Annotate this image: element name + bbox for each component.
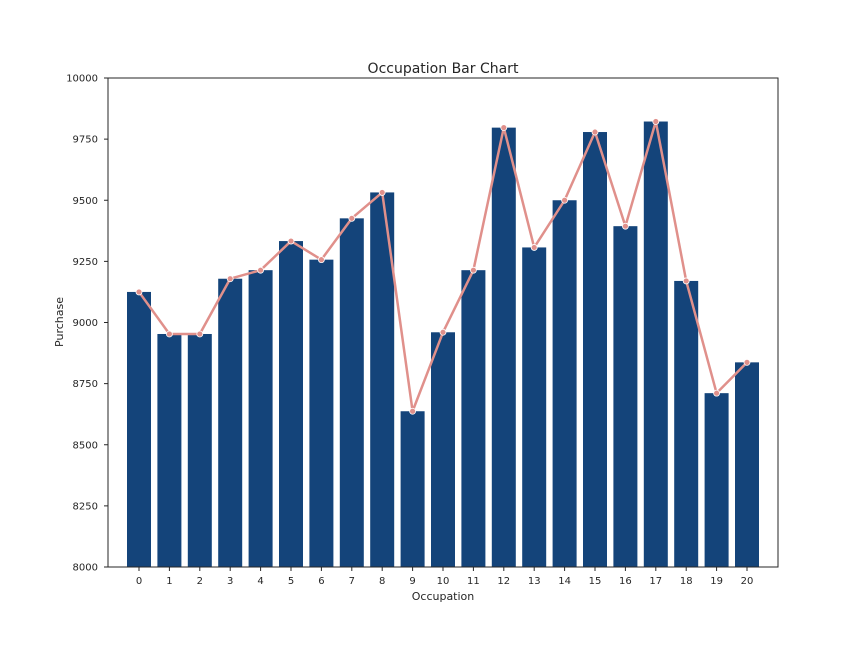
x-tick-label: 17 — [649, 576, 662, 587]
line-point-occupation-11 — [469, 266, 477, 274]
line-point-occupation-9 — [409, 407, 417, 415]
line-point-occupation-20 — [743, 358, 751, 366]
x-tick-label: 1 — [166, 576, 172, 587]
y-tick-label: 8750 — [73, 379, 98, 390]
x-tick-label: 5 — [288, 576, 294, 587]
line-point-occupation-6 — [317, 256, 325, 264]
line-point-occupation-10 — [439, 328, 447, 336]
x-tick-label: 11 — [467, 576, 480, 587]
x-tick-label: 13 — [528, 576, 541, 587]
bar-occupation-14 — [552, 200, 577, 567]
x-tick-label: 6 — [318, 576, 324, 587]
x-tick-label: 19 — [710, 576, 723, 587]
x-tick-label: 14 — [558, 576, 571, 587]
x-tick-label: 16 — [619, 576, 632, 587]
bar-occupation-13 — [522, 247, 547, 567]
bar-occupation-17 — [643, 121, 668, 568]
line-point-occupation-12 — [500, 124, 508, 132]
y-tick-label: 8000 — [73, 563, 98, 574]
line-point-occupation-1 — [165, 330, 173, 338]
y-tick-label: 9500 — [73, 196, 98, 207]
x-tick-label: 10 — [437, 576, 450, 587]
y-tick-label: 9750 — [73, 135, 98, 146]
bar-occupation-9 — [400, 411, 425, 567]
bar-occupation-19 — [704, 393, 729, 567]
y-tick-label: 8250 — [73, 501, 98, 512]
line-point-occupation-2 — [196, 330, 204, 338]
line-point-occupation-4 — [257, 266, 265, 274]
bar-occupation-18 — [674, 280, 699, 567]
line-point-occupation-15 — [591, 128, 599, 136]
line-point-occupation-14 — [561, 196, 568, 204]
bar-occupation-20 — [735, 362, 759, 567]
line-point-occupation-8 — [378, 189, 386, 196]
line-point-occupation-7 — [348, 214, 356, 222]
bar-occupation-11 — [461, 270, 486, 567]
x-tick-label: 9 — [409, 576, 415, 587]
line-point-occupation-13 — [530, 244, 538, 251]
bars-group — [127, 121, 759, 568]
y-tick-label: 9000 — [73, 318, 98, 329]
x-tick-label: 18 — [680, 576, 693, 587]
bar-occupation-15 — [583, 132, 607, 567]
y-axis-label: Purchase — [53, 297, 66, 347]
y-tick-label: 8500 — [73, 440, 98, 451]
y-tick-label: 10000 — [66, 74, 98, 85]
bar-occupation-16 — [613, 226, 638, 568]
line-point-occupation-18 — [682, 277, 690, 285]
y-axis: 8000 8250 8500 8750 9000 9250 9500 9750 10000 — [66, 74, 108, 574]
line-point-occupation-5 — [287, 237, 295, 245]
line-point-occupation-3 — [226, 275, 234, 283]
x-tick-label: 20 — [741, 576, 754, 587]
bar-occupation-2 — [187, 333, 212, 567]
bar-occupation-6 — [309, 259, 334, 567]
line-point-occupation-0 — [135, 288, 143, 296]
bar-occupation-5 — [279, 241, 303, 567]
line-series-group — [135, 118, 751, 415]
chart-title: Occupation Bar Chart — [368, 61, 519, 77]
bar-occupation-12 — [491, 127, 516, 567]
bar-occupation-7 — [339, 218, 364, 567]
bar-occupation-0 — [127, 291, 151, 567]
bar-occupation-4 — [248, 270, 273, 567]
x-tick-label: 2 — [197, 576, 203, 587]
line-point-occupation-17 — [652, 118, 660, 125]
line-point-occupation-16 — [622, 222, 629, 230]
x-tick-label: 3 — [227, 576, 233, 587]
x-tick-label: 0 — [136, 576, 142, 587]
bar-occupation-10 — [431, 332, 455, 567]
y-tick-label: 9250 — [73, 257, 98, 268]
x-tick-label: 15 — [589, 576, 602, 587]
x-axis-label: Occupation — [412, 590, 475, 603]
x-tick-label: 7 — [349, 576, 355, 587]
bar-occupation-3 — [218, 278, 243, 567]
x-tick-label: 8 — [379, 576, 385, 587]
bar-occupation-1 — [157, 333, 182, 567]
x-tick-label: 12 — [497, 576, 510, 587]
line-point-occupation-19 — [713, 389, 720, 397]
x-tick-label: 4 — [257, 576, 263, 587]
x-axis: 0 1 2 3 4 5 6 7 8 9 10 11 12 13 14 15 16 17 18 19 20 — [136, 567, 754, 587]
